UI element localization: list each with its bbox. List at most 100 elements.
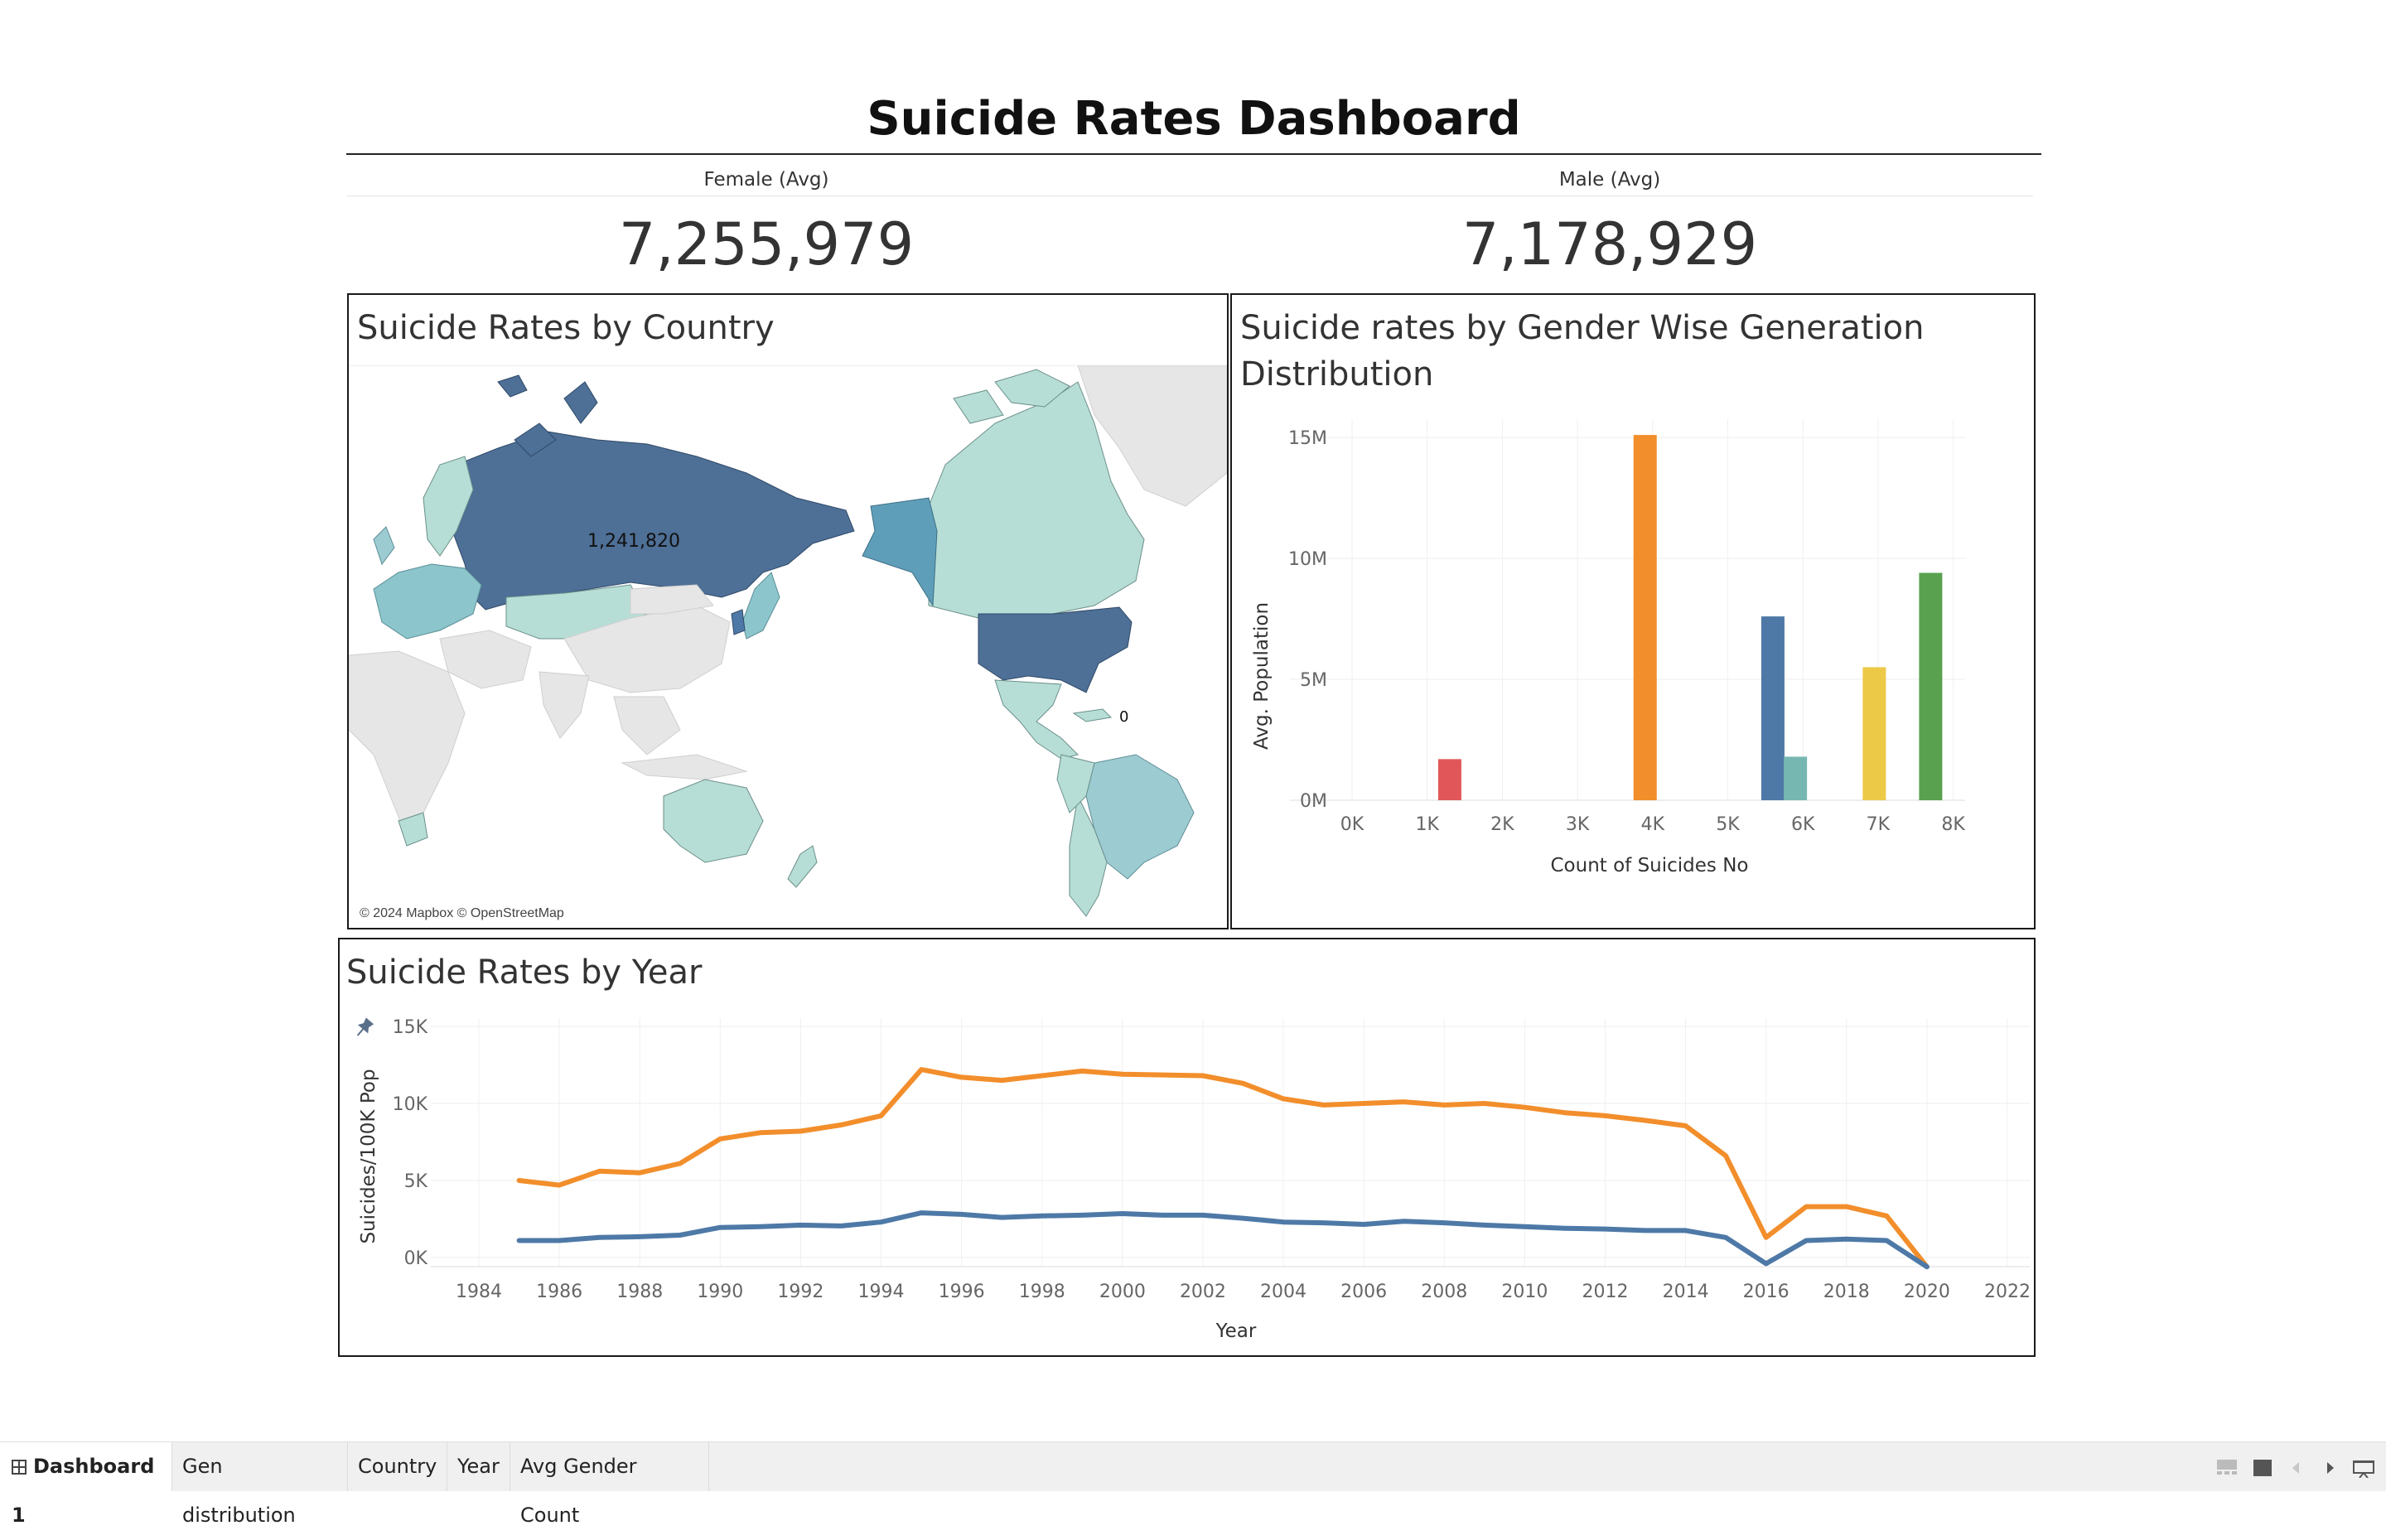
bar-x-tick-label: 6K [1791,814,1815,835]
bar-x-tick-label: 1K [1415,814,1439,835]
line-x-tick-label: 2022 [1984,1282,2031,1302]
presentation-mode-icon[interactable] [2353,1460,2374,1481]
country-peru-colombia[interactable] [1056,754,1095,813]
arctic-russia-islands[interactable] [514,381,598,457]
country-greenland[interactable] [1077,365,1227,507]
bar-x-tick-label: 3K [1566,814,1590,835]
russia-value-label: 1,241,820 [587,531,680,552]
bar[interactable] [1437,759,1461,800]
line-x-tick-label: 2018 [1823,1282,1870,1302]
world-map[interactable]: 0 1,241,820 [349,365,1227,929]
tab-country[interactable]: Country [348,1442,447,1491]
bar-y-tick-label: 15M [1288,428,1327,449]
country-uk[interactable] [373,526,395,566]
bar[interactable] [1919,572,1943,800]
tab-avg-gender-count[interactable]: Avg Gender Count [510,1442,709,1527]
map-panel[interactable]: Suicide Rates by Country 0 1,241,820 [347,293,1229,929]
bar-y-tick-label: 5M [1300,670,1327,691]
next-sheet-icon[interactable] [2325,1461,2336,1478]
bar-chart[interactable]: 0M 5M 10M 15M 0K 1K 2K 3K 4K 5K 6K 7K 8K Avg. Popul… [1232,295,2034,928]
bar-y-tick-label: 0M [1300,791,1327,812]
region-southeast-asia[interactable] [613,696,681,756]
male-avg-value: 7,178,929 [1461,210,1758,278]
dashboard-grid-icon [12,1460,27,1475]
line-x-tick-label: 1992 [777,1282,824,1302]
tab-dashboard-1-label: Dashboard 1 [12,1455,155,1527]
bar-y-axis-title: Avg. Population [1251,602,1273,750]
country-canada[interactable] [928,381,1145,623]
region-europe[interactable] [373,563,482,640]
bar-x-tick-label: 7K [1867,814,1891,835]
line-y-tick-label: 15K [393,1017,428,1038]
country-south-africa[interactable] [398,812,428,847]
bar-x-tick-label: 0K [1340,814,1364,835]
line-y-tick-label: 5K [404,1171,428,1192]
pin-icon[interactable] [353,1016,375,1040]
bar-x-tick-label: 5K [1716,814,1740,835]
bar[interactable] [1784,756,1808,800]
bar-x-tick-label: 8K [1941,814,1965,835]
bar-x-tick-label: 4K [1641,814,1665,835]
bar-chart-title: Suicide rates by Gender Wise Generation … [1240,309,1925,393]
country-mexico[interactable] [994,679,1079,760]
female-avg-label: Female (Avg) [703,169,829,191]
bar[interactable] [1633,435,1657,800]
tab-year-label: Year [457,1455,500,1478]
map-cursor-marker: 0 [1119,708,1128,726]
series-line[interactable] [516,1067,1930,1270]
tab-dashboard-1[interactable]: Dashboard 1 [0,1442,172,1527]
map-attribution: © 2024 Mapbox © OpenStreetMap [360,906,564,920]
country-mongolia[interactable] [630,584,714,615]
series-line[interactable] [516,1210,1930,1270]
line-x-tick-label: 1994 [858,1282,905,1302]
bar[interactable] [1862,667,1886,800]
generation-distribution-panel[interactable]: Suicide rates by Gender Wise Generation … [1230,293,2036,929]
country-australia[interactable] [663,779,764,863]
country-alaska[interactable] [862,497,938,607]
country-india[interactable] [539,671,590,739]
line-x-tick-label: 2008 [1421,1282,1467,1302]
line-x-tick-label: 1986 [536,1282,582,1302]
tab-gen-distribution[interactable]: Gen distribution [172,1442,348,1527]
bar[interactable] [1761,616,1785,800]
country-new-zealand[interactable] [787,845,818,888]
country-scandinavia[interactable] [423,456,474,557]
line-x-tick-label: 1996 [939,1282,985,1302]
dashboard-title: Suicide Rates Dashboard [867,92,1521,146]
line-x-tick-label: 1984 [456,1282,502,1302]
country-brazil[interactable] [1085,754,1195,880]
svalbard[interactable] [497,374,528,398]
line-chart-title: Suicide Rates by Year [346,953,703,992]
male-avg-label: Male (Avg) [1558,169,1661,191]
tab-country-label: Country [358,1455,437,1478]
region-indonesia[interactable] [621,754,748,780]
caribbean-islands[interactable] [1072,708,1113,722]
country-argentina-chile[interactable] [1069,794,1108,917]
line-x-tick-label: 1988 [616,1282,663,1302]
line-x-tick-label: 2002 [1180,1282,1226,1302]
line-x-tick-label: 1998 [1019,1282,1065,1302]
arctic-islands[interactable] [953,369,1070,424]
line-x-tick-label: 2020 [1904,1282,1950,1302]
line-x-tick-label: 2004 [1260,1282,1307,1302]
line-y-tick-label: 10K [393,1094,428,1115]
line-x-tick-label: 2010 [1501,1282,1548,1302]
filmstrip-view-icon[interactable] [2217,1460,2237,1478]
line-x-tick-label: 2012 [1582,1282,1628,1302]
single-sheet-view-icon[interactable] [2253,1460,2272,1480]
line-y-tick-label: 0K [404,1248,428,1269]
bar-x-axis-title: Count of Suicides No [1550,855,1748,876]
female-avg-value: 7,255,979 [618,210,915,278]
yearly-rates-panel[interactable]: Suicide Rates by Year 0K 5K 10K 15K 1984 198… [338,938,2036,1357]
line-x-tick-label: 2006 [1340,1282,1387,1302]
line-x-tick-label: 1990 [697,1282,743,1302]
country-usa[interactable] [978,606,1133,693]
line-x-tick-label: 2016 [1743,1282,1790,1302]
bar-x-tick-label: 2K [1490,814,1514,835]
line-x-tick-label: 2000 [1099,1282,1146,1302]
tab-year[interactable]: Year [447,1442,510,1491]
previous-sheet-icon[interactable] [2290,1461,2301,1478]
country-korea[interactable] [731,609,746,635]
line-x-axis-title: Year [1215,1320,1257,1342]
line-chart[interactable]: 0K 5K 10K 15K 1984 1986 1988 1990 1992 1994 1996 1… [340,939,2034,1355]
